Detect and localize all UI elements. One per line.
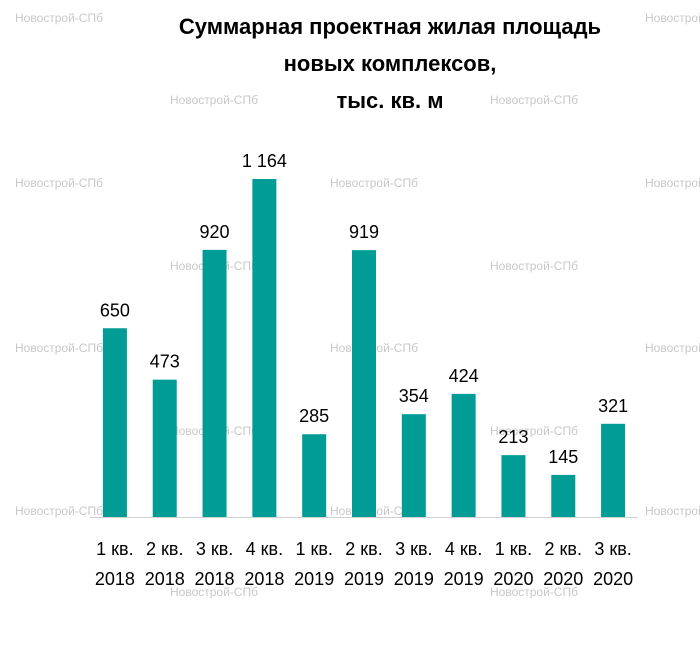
x-tick-label-year: 2018 (145, 569, 185, 589)
bar (152, 379, 177, 517)
bar (202, 249, 227, 517)
watermark-text: Новострой-СПб (170, 585, 258, 599)
x-tick-label-quarter: 2 кв. (545, 539, 582, 559)
x-tick-label-year: 2018 (244, 569, 284, 589)
x-tick-label-year: 2020 (493, 569, 533, 589)
x-tick-label-year: 2020 (543, 569, 583, 589)
watermark-text: Новострой-СПб (490, 424, 578, 438)
watermark-text: Новострой-СПб (490, 585, 578, 599)
data-label: 1 164 (242, 151, 287, 171)
chart-title-line-3: тыс. кв. м (336, 88, 444, 113)
x-tick-label-year: 2019 (294, 569, 334, 589)
x-tick-label-quarter: 4 кв. (445, 539, 482, 559)
x-tick-label-year: 2020 (593, 569, 633, 589)
chart-title-line-2: новых комплексов, (283, 51, 497, 76)
data-label: 920 (200, 222, 230, 242)
x-tick-label-year: 2019 (344, 569, 384, 589)
watermark-text: Новострой-СПб (645, 176, 700, 190)
watermark-text: Новострой-СПб (645, 504, 700, 518)
data-label: 919 (349, 222, 379, 242)
x-tick-label-year: 2018 (95, 569, 135, 589)
x-tick-label-quarter: 3 кв. (196, 539, 233, 559)
x-tick-label-quarter: 1 кв. (96, 539, 133, 559)
chart-title-line-1: Суммарная проектная жилая площадь (178, 14, 602, 39)
data-label: 213 (498, 427, 528, 447)
x-tick-label-quarter: 4 кв. (246, 539, 283, 559)
watermark-text: Новострой-СПб (490, 93, 578, 107)
watermark-text: Новострой-СПб (330, 176, 418, 190)
x-tick-label-quarter: 2 кв. (345, 539, 382, 559)
x-tick-label-quarter: 3 кв. (395, 539, 432, 559)
data-label: 145 (548, 447, 578, 467)
x-tick-label-quarter: 2 кв. (146, 539, 183, 559)
x-tick-label-quarter: 1 кв. (295, 539, 332, 559)
chart-title: Суммарная проектная жилая площадь новых … (0, 8, 700, 119)
watermark-text: Новострой-СПб (490, 259, 578, 273)
bar (252, 179, 277, 517)
watermark-text: Новострой-СПб (645, 341, 700, 355)
data-label: 354 (399, 386, 429, 406)
x-tick-label-year: 2019 (394, 569, 434, 589)
bar (551, 474, 576, 517)
watermark-text: Новострой-СПб (15, 504, 103, 518)
data-label: 285 (299, 406, 329, 426)
data-label: 650 (100, 300, 130, 320)
bar (501, 455, 526, 517)
bar (302, 434, 327, 517)
watermark-text: Новострой-СПб (645, 11, 700, 25)
bar (352, 250, 376, 517)
bar (401, 414, 426, 517)
bar (451, 393, 476, 517)
data-label: 424 (449, 366, 479, 386)
data-label: 473 (150, 352, 180, 372)
x-tick-label-quarter: 1 кв. (495, 539, 532, 559)
data-label: 321 (598, 396, 628, 416)
x-tick-label-year: 2018 (195, 569, 235, 589)
x-tick-label-year: 2019 (444, 569, 484, 589)
watermark-text: Новострой-СПб (15, 11, 103, 25)
bar (601, 423, 626, 517)
bar (102, 328, 127, 517)
watermark-text: Новострой-СПб (15, 341, 103, 355)
x-tick-label-quarter: 3 кв. (594, 539, 631, 559)
watermark-text: Новострой-СПб (170, 93, 258, 107)
watermark-text: Новострой-СПб (15, 176, 103, 190)
